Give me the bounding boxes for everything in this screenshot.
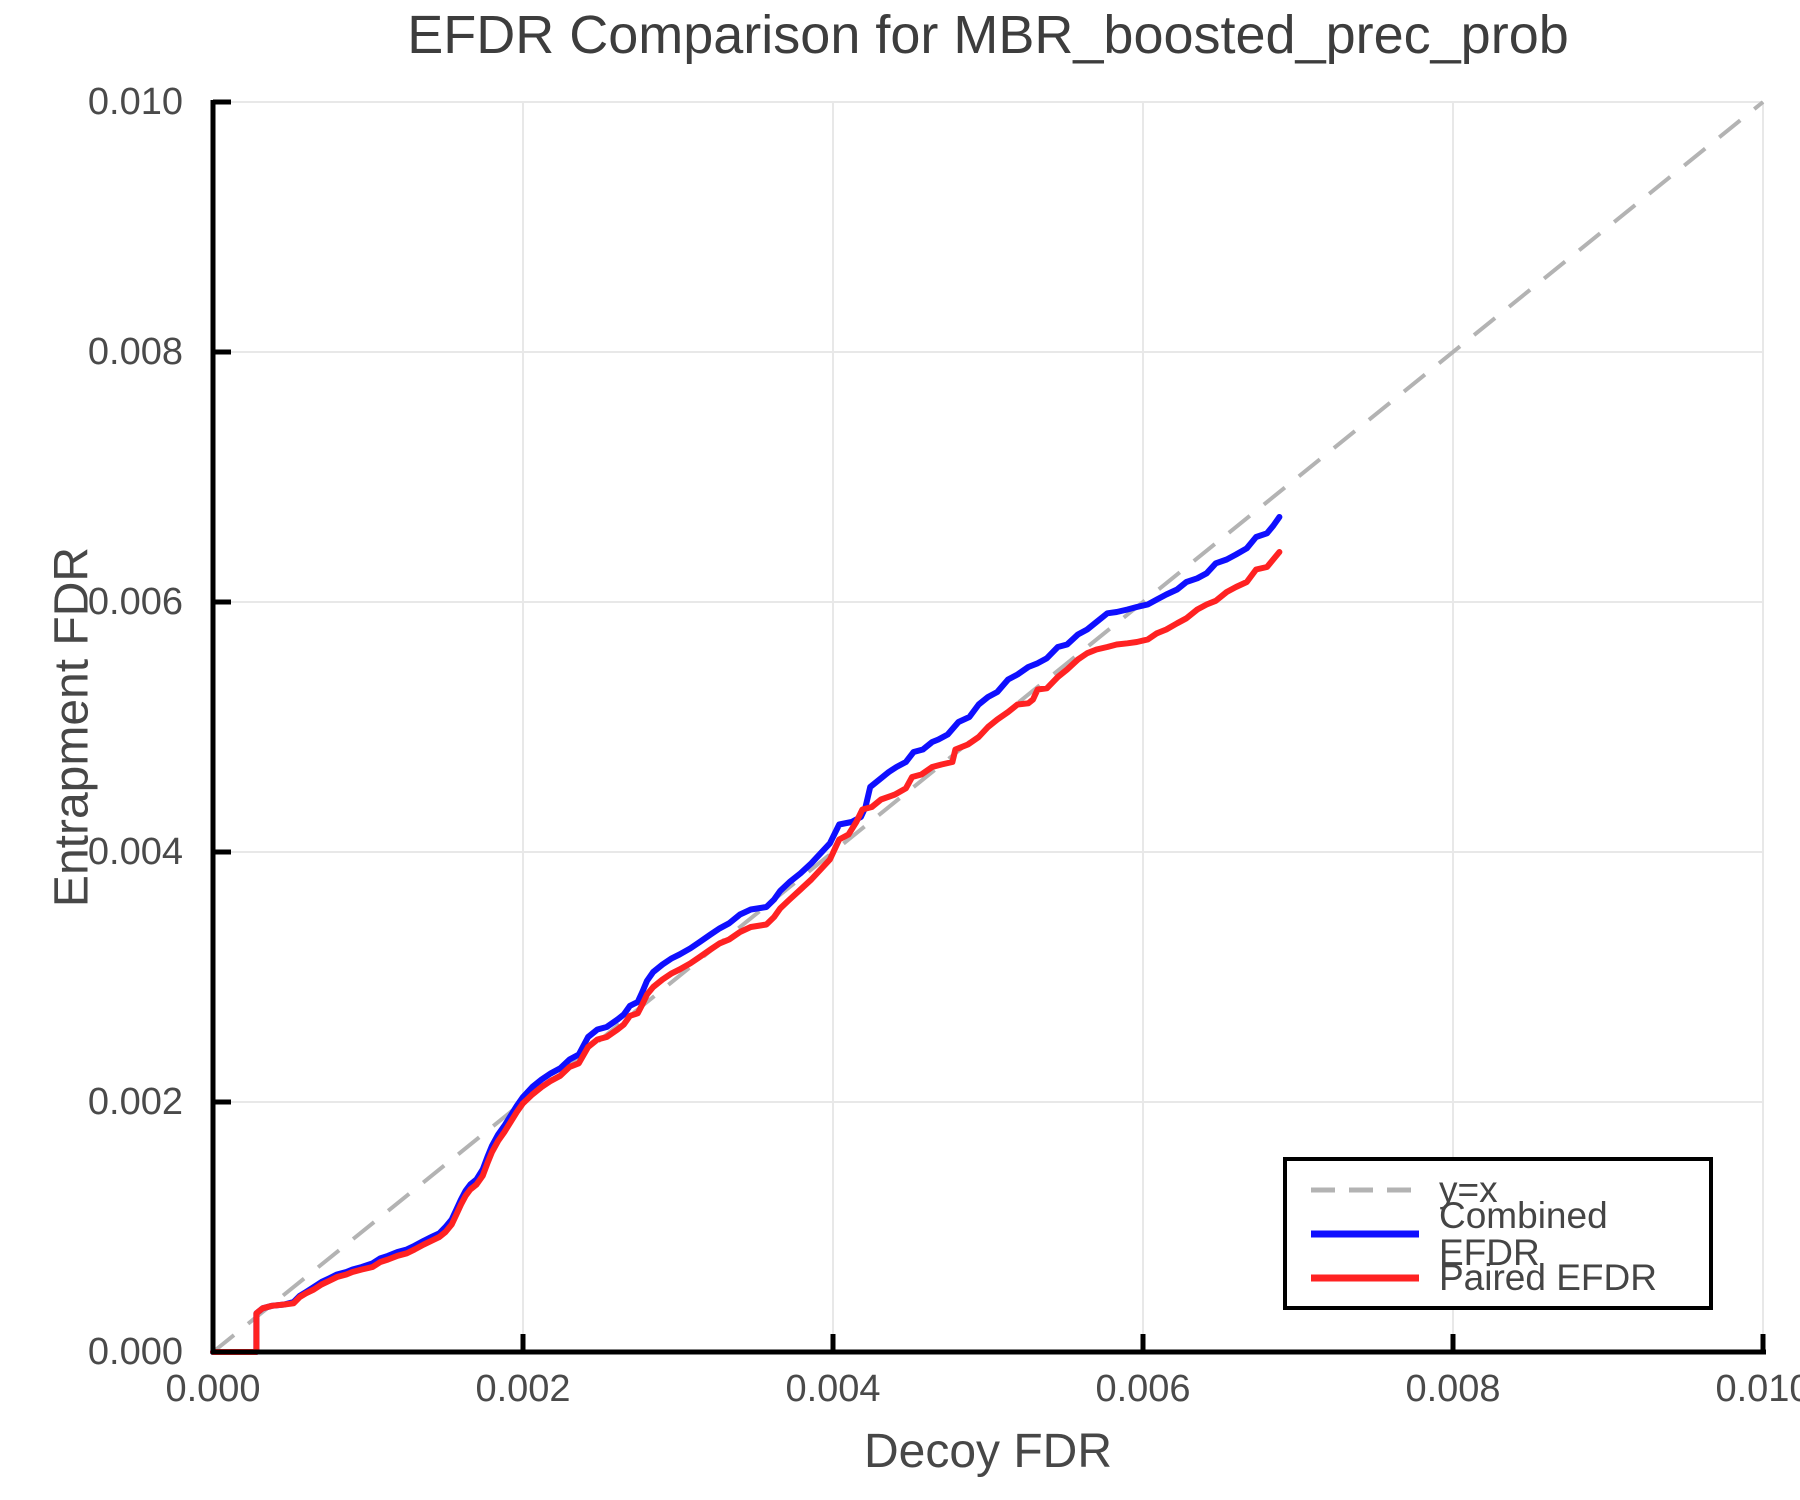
legend-label-yx: y=x	[1439, 1169, 1498, 1210]
series-line-paired-efdr	[210, 549, 1283, 1355]
legend-box: y=x Combined EFDR Paired EFDR	[1283, 1157, 1713, 1310]
legend-red-line-sample	[1311, 1274, 1419, 1281]
legend-entry-paired: Paired EFDR	[1309, 1256, 1709, 1300]
y-tick-label: 0.004	[87, 831, 183, 873]
legend-label-combined: Combined EFDR	[1439, 1194, 1608, 1273]
x-tick-label: 0.008	[1405, 1368, 1501, 1410]
x-tick-label: 0.010	[1715, 1368, 1800, 1410]
legend-entry-yx: y=x	[1309, 1168, 1709, 1212]
x-tick-label: 0.000	[165, 1368, 261, 1410]
x-tick-label: 0.004	[785, 1368, 881, 1410]
y-tick-label: 0.002	[87, 1081, 183, 1123]
y-tick-label: 0.010	[87, 81, 183, 123]
legend-blue-line-sample	[1311, 1230, 1419, 1237]
x-tick-label: 0.002	[475, 1368, 571, 1410]
y-tick-label: 0.008	[87, 331, 183, 373]
legend-label-paired: Paired EFDR	[1439, 1257, 1657, 1298]
y-tick-label: 0.000	[87, 1331, 183, 1373]
chart-title: EFDR Comparison for MBR_boosted_prec_pro…	[407, 5, 1569, 65]
legend-dashed-line-sample	[1311, 1187, 1419, 1192]
legend-entry-combined: Combined EFDR	[1309, 1197, 1709, 1271]
x-tick-label: 0.006	[1095, 1368, 1191, 1410]
series-line-combined-efdr	[210, 514, 1283, 1355]
x-axis-label: Decoy FDR	[863, 1425, 1113, 1478]
y-tick-label: 0.006	[87, 581, 183, 623]
